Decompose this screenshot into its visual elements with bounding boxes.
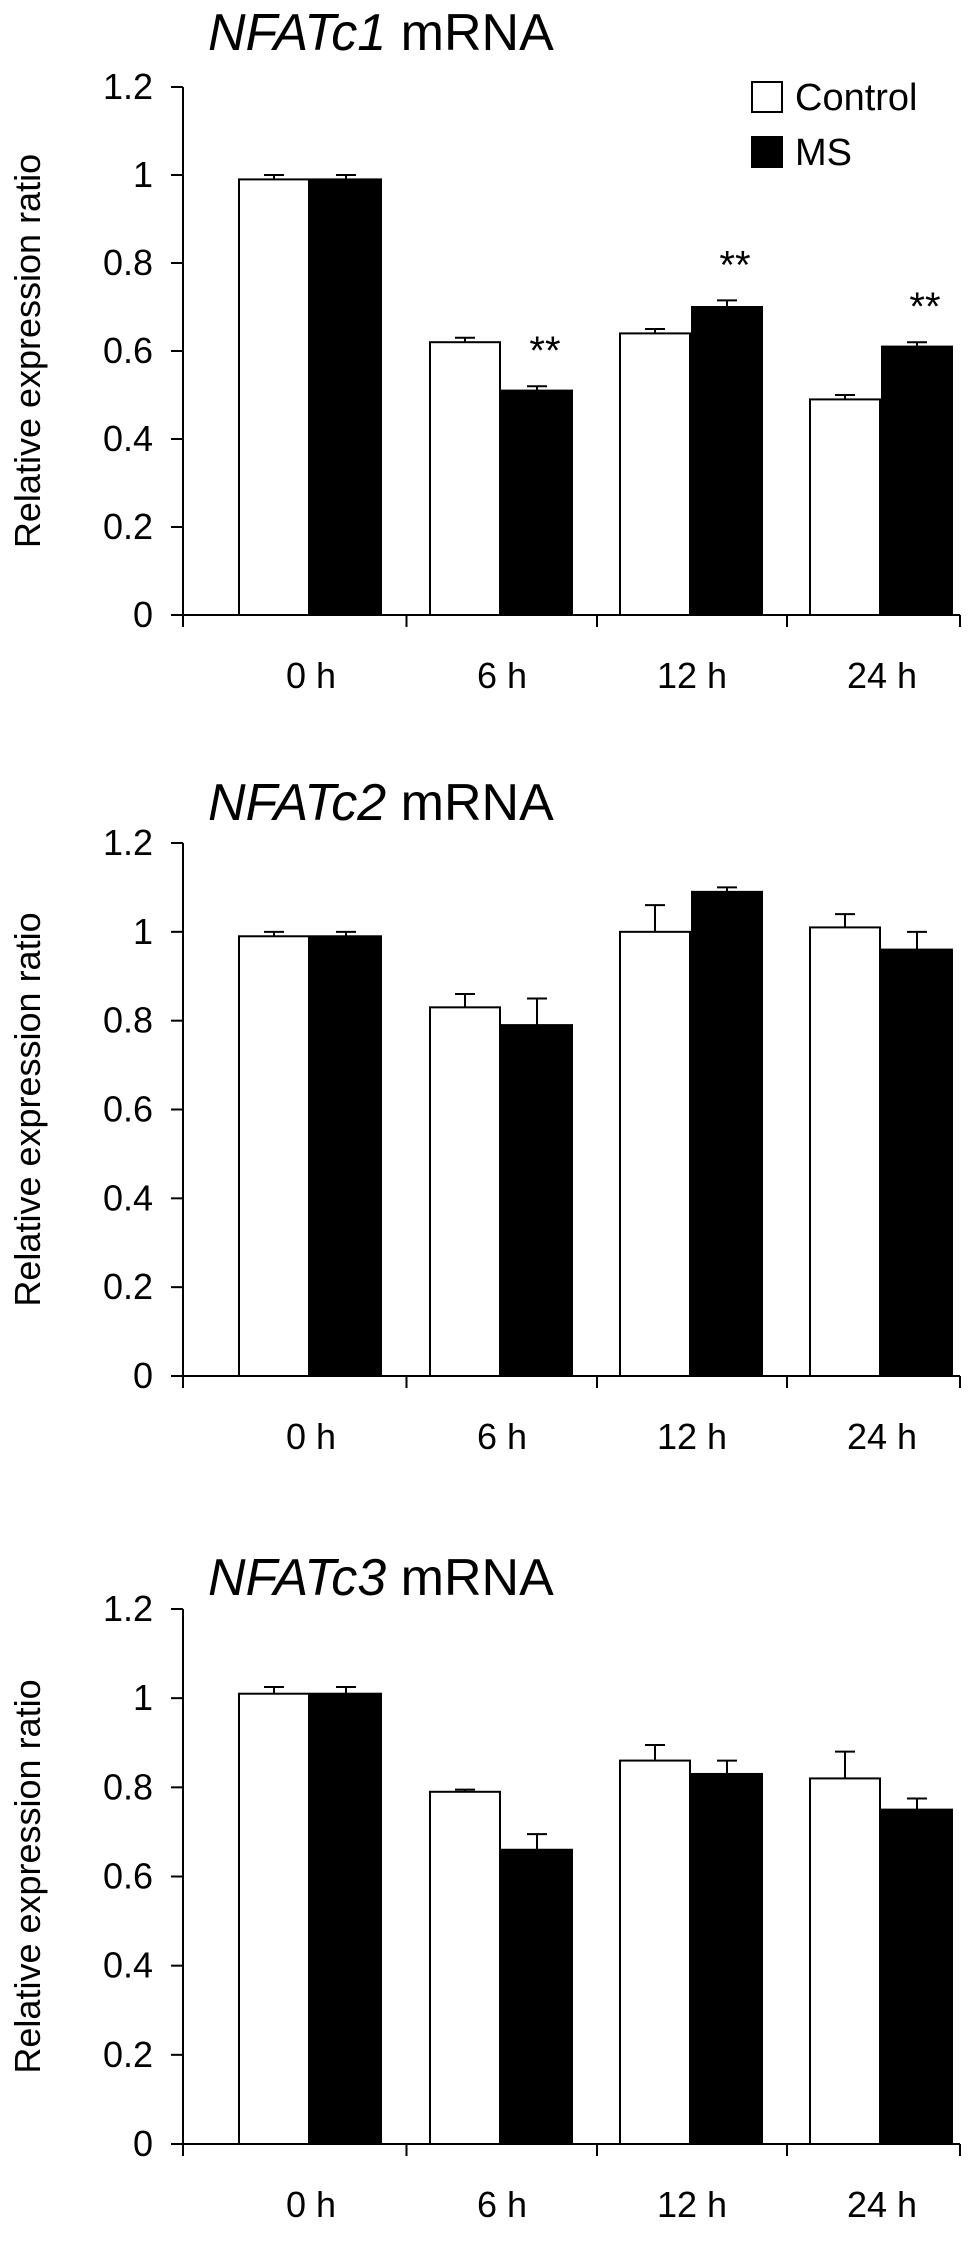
bar-ms-3 (691, 306, 763, 616)
bar-ms-3 (691, 1772, 763, 2146)
x-tick-label: 0 h (286, 655, 336, 696)
bar-control-2 (429, 341, 501, 616)
chart-title: NFATc2 mRNA (208, 774, 554, 832)
chart-title-suffix: mRNA (386, 774, 554, 832)
y-tick-label: 0 (133, 594, 153, 635)
y-axis-label: Relative expression ratio (7, 912, 48, 1306)
chart-title-suffix: mRNA (386, 1549, 554, 1607)
bar-ms-2 (501, 1024, 573, 1377)
y-axis-label: Relative expression ratio (7, 1679, 48, 2073)
chart-title-gene: NFATc2 (208, 774, 386, 832)
significance-marker: ** (529, 329, 560, 373)
chart-panel-2: NFATc2 mRNA Relative expression ratio 0 0.2… (7, 774, 961, 1457)
significance-marker: ** (719, 243, 750, 287)
bar-control-3 (619, 1759, 691, 2146)
x-tick-label: 6 h (477, 655, 527, 696)
bar-control-1 (238, 178, 310, 616)
x-tick-label: 0 h (286, 2184, 336, 2225)
bar-ms-2 (501, 1848, 573, 2145)
x-tick-label: 0 h (286, 1416, 336, 1457)
y-tick-label: 0.6 (103, 330, 153, 371)
bar-control-4 (809, 398, 881, 616)
x-tick-label: 24 h (847, 2184, 917, 2225)
bar-control-3 (619, 332, 691, 616)
bar-control-1 (238, 935, 310, 1378)
chart-panel-1: NFATc1 mRNA Relative expression ratio 0 0.2… (7, 4, 961, 696)
bar-ms-1 (310, 178, 382, 616)
y-tick-label: 0 (133, 2123, 153, 2164)
bar-ms-4 (881, 1808, 953, 2145)
y-tick-label: 0.8 (103, 1000, 153, 1041)
legend-swatch-control (751, 81, 783, 113)
legend-swatch-ms (751, 136, 783, 168)
y-tick-label: 0.6 (103, 1089, 153, 1130)
x-tick-label: 6 h (477, 1416, 527, 1457)
chart-title-gene: NFATc1 (208, 4, 386, 62)
significance-marker: ** (909, 285, 940, 329)
legend-label-control: Control (795, 77, 918, 119)
y-tick-label: 1 (133, 911, 153, 952)
legend-label-ms: MS (795, 132, 852, 174)
y-tick-label: 1.2 (103, 66, 153, 107)
x-tick-label: 24 h (847, 1416, 917, 1457)
bar-control-4 (809, 1777, 881, 2145)
chart-panel-3: NFATc3 mRNA Relative expression ratio 0 0.2… (7, 1549, 961, 2225)
y-tick-label: 0.4 (103, 1177, 153, 1218)
chart-title: NFATc1 mRNA (208, 4, 554, 62)
bar-control-2 (429, 1006, 501, 1377)
bar-ms-2 (501, 389, 573, 616)
y-tick-label: 0.8 (103, 242, 153, 283)
x-tick-label: 6 h (477, 2184, 527, 2225)
bar-control-4 (809, 926, 881, 1377)
y-tick-label: 0.6 (103, 1856, 153, 1897)
y-tick-label: 1.2 (103, 822, 153, 863)
chart-title-suffix: mRNA (386, 4, 554, 62)
y-tick-label: 0.4 (103, 418, 153, 459)
x-tick-label: 12 h (657, 2184, 727, 2225)
y-tick-label: 0.2 (103, 2034, 153, 2075)
y-tick-label: 0.8 (103, 1766, 153, 1807)
bar-ms-4 (881, 948, 953, 1377)
y-tick-label: 1 (133, 1677, 153, 1718)
x-tick-label: 24 h (847, 655, 917, 696)
y-tick-label: 1 (133, 154, 153, 195)
legend: Control MS (751, 77, 918, 174)
y-tick-label: 1.2 (103, 1588, 153, 1629)
bar-ms-1 (310, 1692, 382, 2146)
y-tick-label: 0 (133, 1355, 153, 1396)
y-tick-label: 0.2 (103, 506, 153, 547)
bar-control-2 (429, 1790, 501, 2145)
bar-ms-1 (310, 935, 382, 1378)
bar-ms-4 (881, 345, 953, 616)
x-tick-label: 12 h (657, 1416, 727, 1457)
bar-control-3 (619, 930, 691, 1377)
bar-control-1 (238, 1692, 310, 2146)
y-tick-label: 0.4 (103, 1945, 153, 1986)
chart-title-gene: NFATc3 (208, 1549, 386, 1607)
x-tick-label: 12 h (657, 655, 727, 696)
bar-ms-3 (691, 890, 763, 1377)
chart-title: NFATc3 mRNA (208, 1549, 554, 1607)
y-axis-label: Relative expression ratio (7, 154, 48, 548)
y-tick-label: 0.2 (103, 1266, 153, 1307)
